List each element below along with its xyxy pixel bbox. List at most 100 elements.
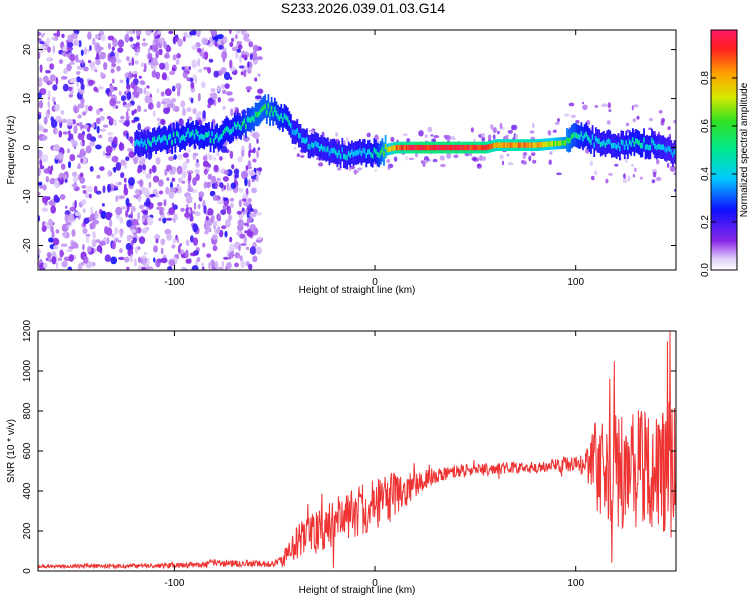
noise-speckle bbox=[235, 50, 239, 60]
ridge-core bbox=[606, 139, 608, 145]
noise-speckle bbox=[427, 126, 433, 133]
ridge-core bbox=[386, 147, 389, 153]
noise-speckle bbox=[175, 185, 183, 194]
noise-speckle bbox=[60, 76, 68, 80]
noise-speckle bbox=[99, 166, 105, 171]
noise-speckle bbox=[194, 169, 200, 174]
noise-speckle bbox=[148, 181, 152, 188]
noise-speckle bbox=[137, 211, 141, 221]
ridge-core bbox=[617, 142, 620, 148]
x-tick-label: -100 bbox=[164, 578, 184, 589]
noise-speckle bbox=[206, 181, 211, 189]
noise-speckle bbox=[201, 47, 205, 54]
noise-speckle bbox=[207, 103, 211, 109]
noise-speckle bbox=[79, 78, 84, 85]
ridge-core bbox=[513, 142, 515, 148]
noise-speckle bbox=[50, 165, 54, 172]
noise-speckle bbox=[473, 156, 477, 162]
noise-speckle bbox=[87, 59, 92, 64]
noise-speckle bbox=[107, 132, 114, 136]
ridge-core bbox=[468, 144, 470, 151]
ridge-core bbox=[143, 139, 146, 146]
ridge-core bbox=[355, 150, 358, 156]
noise-speckle bbox=[110, 66, 115, 70]
ridge-core bbox=[630, 141, 633, 147]
noise-speckle bbox=[53, 245, 59, 250]
ridge-core bbox=[437, 144, 440, 151]
noise-speckle bbox=[181, 170, 187, 179]
ridge-core bbox=[246, 116, 249, 123]
noise-speckle bbox=[507, 130, 513, 134]
noise-speckle bbox=[547, 130, 552, 136]
noise-speckle bbox=[192, 177, 197, 186]
noise-speckle bbox=[390, 136, 395, 143]
ridge-core bbox=[277, 113, 279, 120]
ridge-core bbox=[421, 144, 424, 151]
ridge-core bbox=[403, 144, 406, 151]
ridge-core bbox=[280, 113, 283, 119]
noise-speckle bbox=[55, 76, 59, 85]
ridge-core bbox=[193, 134, 196, 140]
noise-speckle bbox=[210, 214, 215, 223]
noise-speckle bbox=[197, 204, 201, 209]
noise-speckle bbox=[601, 103, 608, 108]
noise-speckle bbox=[178, 118, 184, 127]
noise-speckle bbox=[257, 212, 262, 216]
noise-speckle bbox=[60, 243, 68, 247]
noise-speckle bbox=[374, 134, 379, 141]
ridge-core bbox=[264, 103, 267, 109]
noise-speckle bbox=[124, 256, 130, 263]
noise-speckle bbox=[203, 182, 207, 187]
noise-speckle bbox=[234, 252, 241, 259]
noise-speckle bbox=[115, 105, 119, 109]
noise-speckle bbox=[76, 80, 79, 88]
noise-speckle bbox=[223, 256, 229, 260]
ridge-core bbox=[416, 144, 419, 151]
noise-speckle bbox=[71, 229, 76, 237]
noise-speckle bbox=[224, 230, 228, 238]
noise-speckle bbox=[666, 162, 670, 169]
noise-speckle bbox=[95, 59, 101, 66]
noise-speckle bbox=[127, 60, 132, 63]
noise-speckle bbox=[172, 36, 176, 45]
noise-speckle bbox=[335, 132, 339, 137]
ridge-core bbox=[545, 141, 547, 147]
noise-speckle bbox=[59, 194, 66, 200]
ridge-core bbox=[171, 139, 173, 145]
noise-speckle bbox=[100, 71, 104, 78]
ridge-core bbox=[476, 144, 478, 151]
noise-speckle bbox=[130, 205, 136, 213]
ridge-core bbox=[169, 133, 172, 139]
ridge-core bbox=[365, 152, 368, 159]
ridge-core bbox=[363, 148, 366, 154]
ridge-core bbox=[612, 142, 615, 149]
noise-speckle bbox=[62, 83, 69, 92]
noise-speckle bbox=[151, 44, 159, 53]
noise-speckle bbox=[61, 261, 68, 268]
y-tick-label: 0 bbox=[22, 144, 33, 150]
noise-speckle bbox=[96, 108, 101, 116]
noise-speckle bbox=[570, 114, 576, 118]
noise-speckle bbox=[87, 105, 93, 112]
noise-speckle bbox=[66, 148, 71, 154]
ridge-core bbox=[227, 127, 230, 133]
noise-speckle bbox=[108, 91, 112, 97]
noise-speckle bbox=[594, 105, 599, 108]
noise-speckle bbox=[109, 117, 114, 124]
noise-speckle bbox=[95, 144, 102, 150]
noise-speckle bbox=[214, 41, 218, 47]
noise-speckle bbox=[197, 110, 202, 117]
ridge-core bbox=[562, 140, 565, 146]
ridge-core bbox=[282, 117, 284, 123]
noise-speckle bbox=[210, 88, 216, 93]
noise-speckle bbox=[90, 206, 94, 215]
ridge-core bbox=[572, 132, 575, 138]
noise-speckle bbox=[163, 199, 167, 207]
noise-speckle bbox=[408, 157, 415, 160]
noise-speckle bbox=[234, 262, 239, 268]
ridge-core bbox=[235, 124, 238, 130]
noise-speckle bbox=[247, 197, 252, 203]
noise-speckle bbox=[66, 63, 72, 72]
noise-speckle bbox=[606, 120, 611, 125]
noise-speckle bbox=[88, 193, 92, 199]
